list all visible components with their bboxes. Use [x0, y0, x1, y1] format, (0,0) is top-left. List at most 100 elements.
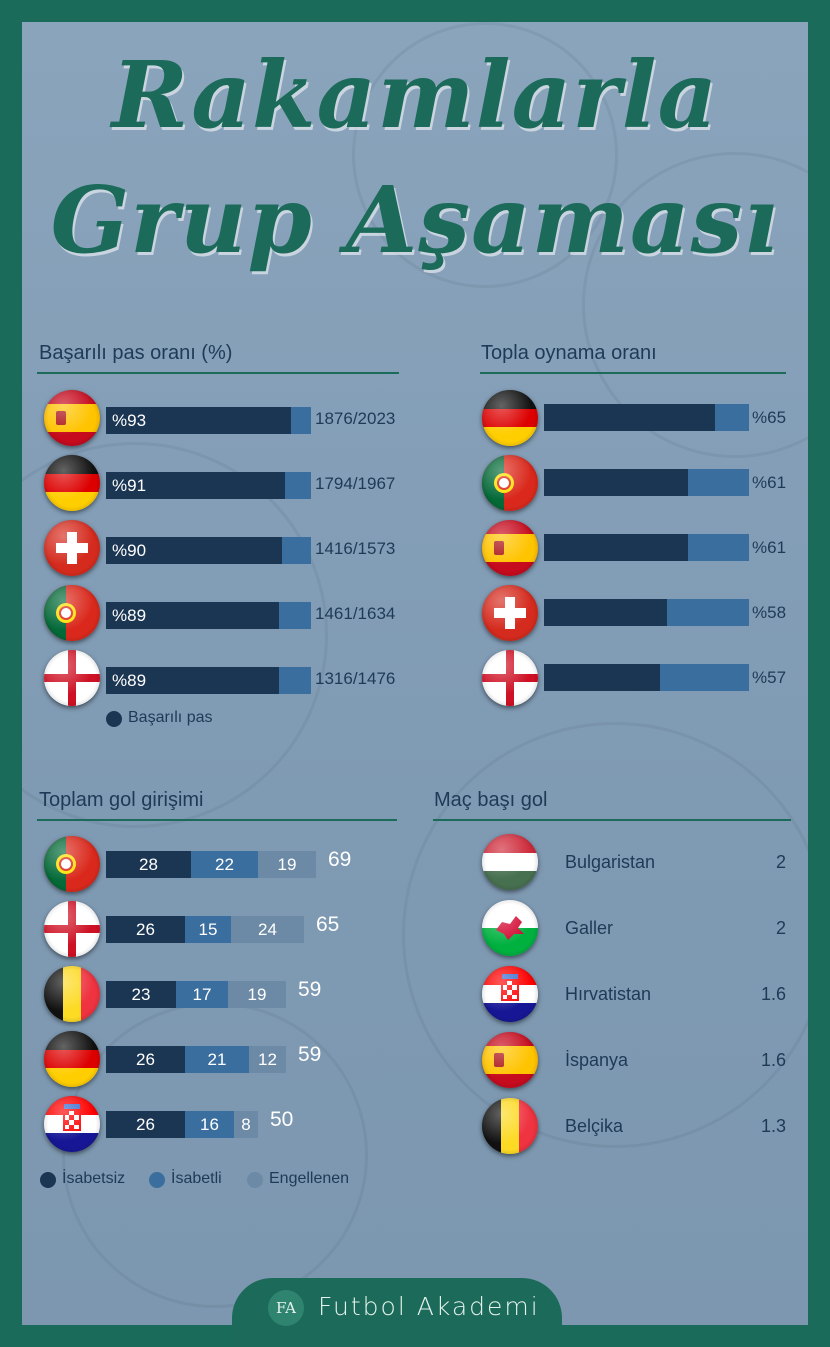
- possession-value-label: %65: [752, 408, 787, 427]
- possession-bar-fill: [544, 664, 660, 691]
- blocked-segment: 24: [231, 916, 304, 943]
- pass-rate-bar-fill: [106, 667, 279, 694]
- background-ornament: [402, 722, 808, 1148]
- on-target-segment: 21: [185, 1046, 249, 1073]
- pass-rate-value-label: %89: [112, 670, 147, 690]
- off-target-segment: 26: [106, 1046, 185, 1073]
- legend-label-success-pass: Başarılı pas: [128, 709, 213, 726]
- pass-count-annotation: 1794/1967: [315, 474, 396, 493]
- brand-name: Futbol Akademi: [318, 1292, 540, 1321]
- germany-flag-icon: [44, 1031, 100, 1087]
- legend-label-on-target: İsabetli: [171, 1170, 222, 1187]
- spain-flag-icon: [482, 1032, 538, 1088]
- on-target-segment: 22: [191, 851, 258, 878]
- shot-attempts-title: Toplam gol girişimi: [39, 789, 204, 811]
- possession-bar-fill: [544, 534, 688, 561]
- portugal-flag-icon: [44, 585, 100, 641]
- pass-rate-title: Başarılı pas oranı (%): [39, 342, 233, 364]
- germany-flag-icon: [44, 455, 100, 511]
- possession-title: Topla oynama oranı: [481, 342, 657, 364]
- footer-brand-bar: FA Futbol Akademi: [232, 1278, 562, 1347]
- pass-count-annotation: 1461/1634: [315, 604, 396, 623]
- blocked-segment: 19: [258, 851, 316, 878]
- blocked-segment: 12: [249, 1046, 286, 1073]
- legend-label-off-target: İsabetsiz: [62, 1170, 126, 1187]
- portugal-flag-icon: [44, 836, 100, 892]
- legend-dot-success-pass: [106, 711, 122, 727]
- switzerland-flag-icon: [44, 520, 100, 576]
- england-flag-icon: [482, 650, 538, 706]
- portugal-flag-icon: [482, 455, 538, 511]
- possession-bar: [544, 599, 749, 626]
- on-target-segment: 16: [185, 1111, 234, 1138]
- goals-country-name: Belçika: [565, 1116, 624, 1136]
- shot-total-label: 69: [328, 848, 352, 871]
- possession-bar: [544, 534, 749, 561]
- on-target-segment: 17: [176, 981, 228, 1008]
- possession-value-label: %57: [752, 668, 787, 687]
- pass-count-annotation: 1416/1573: [315, 539, 396, 558]
- possession-divider: [480, 372, 786, 374]
- goals-country-name: Hırvatistan: [565, 984, 652, 1004]
- legend-dot-on-target: [149, 1172, 165, 1188]
- shot-total-label: 65: [316, 913, 340, 936]
- possession-bar-fill: [544, 469, 688, 496]
- pass-rate-value-label: %90: [112, 540, 147, 560]
- goals-country-name: İspanya: [565, 1050, 629, 1070]
- pass-rate-value-label: %89: [112, 605, 147, 625]
- belgium-flag-icon: [44, 966, 100, 1022]
- goals-per-match-value: 1.6: [760, 984, 786, 1004]
- possession-value-label: %61: [752, 473, 787, 492]
- goals-per-match-value: 1.3: [760, 1116, 786, 1136]
- goals-per-match-divider: [433, 819, 791, 821]
- pass-rate-value-label: %93: [112, 410, 147, 430]
- possession-bar: [544, 664, 749, 691]
- off-target-segment: 23: [106, 981, 176, 1008]
- shot-total-label: 59: [298, 978, 322, 1001]
- pass-rate-bar: %93: [106, 407, 311, 434]
- pass-count-annotation: 1876/2023: [315, 409, 396, 428]
- possession-bar-fill: [544, 404, 715, 431]
- croatia-flag-icon: [482, 966, 538, 1022]
- pass-rate-value-label: %91: [112, 475, 147, 495]
- spain-flag-icon: [44, 390, 100, 446]
- possession-bar-fill: [544, 599, 667, 626]
- on-target-segment: 15: [185, 916, 231, 943]
- belgium-flag-icon: [482, 1098, 538, 1154]
- pass-rate-bar: %91: [106, 472, 311, 499]
- goals-country-name: Galler: [565, 918, 614, 938]
- pass-rate-divider: [37, 372, 399, 374]
- pass-rate-bar-fill: [106, 472, 285, 499]
- wales-flag-icon: [482, 900, 538, 956]
- goals-per-match-title: Maç başı gol: [434, 789, 548, 811]
- goals-country-name: Bulgaristan: [565, 852, 656, 872]
- goals-per-match-value: 1.6: [760, 1050, 786, 1070]
- shot-total-label: 59: [298, 1043, 322, 1066]
- possession-bar: [544, 469, 749, 496]
- spain-flag-icon: [482, 520, 538, 576]
- germany-flag-icon: [482, 390, 538, 446]
- off-target-segment: 28: [106, 851, 191, 878]
- pass-rate-bar-fill: [106, 537, 282, 564]
- croatia-flag-icon: [44, 1096, 100, 1152]
- england-flag-icon: [44, 901, 100, 957]
- possession-value-label: %61: [752, 538, 787, 557]
- brand-logo-icon: FA: [268, 1290, 304, 1326]
- pass-rate-bar: %89: [106, 667, 311, 694]
- possession-value-label: %58: [752, 603, 787, 622]
- page-title-line2: Grup Aşaması: [50, 166, 780, 274]
- legend-label-blocked: Engellenen: [269, 1170, 350, 1187]
- page-title-line1: Rakamlarla: [111, 41, 719, 149]
- switzerland-flag-icon: [482, 585, 538, 641]
- legend-dot-blocked: [247, 1172, 263, 1188]
- pass-rate-bar: %90: [106, 537, 311, 564]
- off-target-segment: 26: [106, 1111, 185, 1138]
- goals-per-match-value: 2: [775, 918, 786, 938]
- shot-attempts-divider: [37, 819, 397, 821]
- pass-rate-bar: %89: [106, 602, 311, 629]
- pass-count-annotation: 1316/1476: [315, 669, 396, 688]
- england-flag-icon: [44, 650, 100, 706]
- blocked-segment: 19: [228, 981, 286, 1008]
- possession-bar: [544, 404, 749, 431]
- background-ornament: [352, 22, 618, 288]
